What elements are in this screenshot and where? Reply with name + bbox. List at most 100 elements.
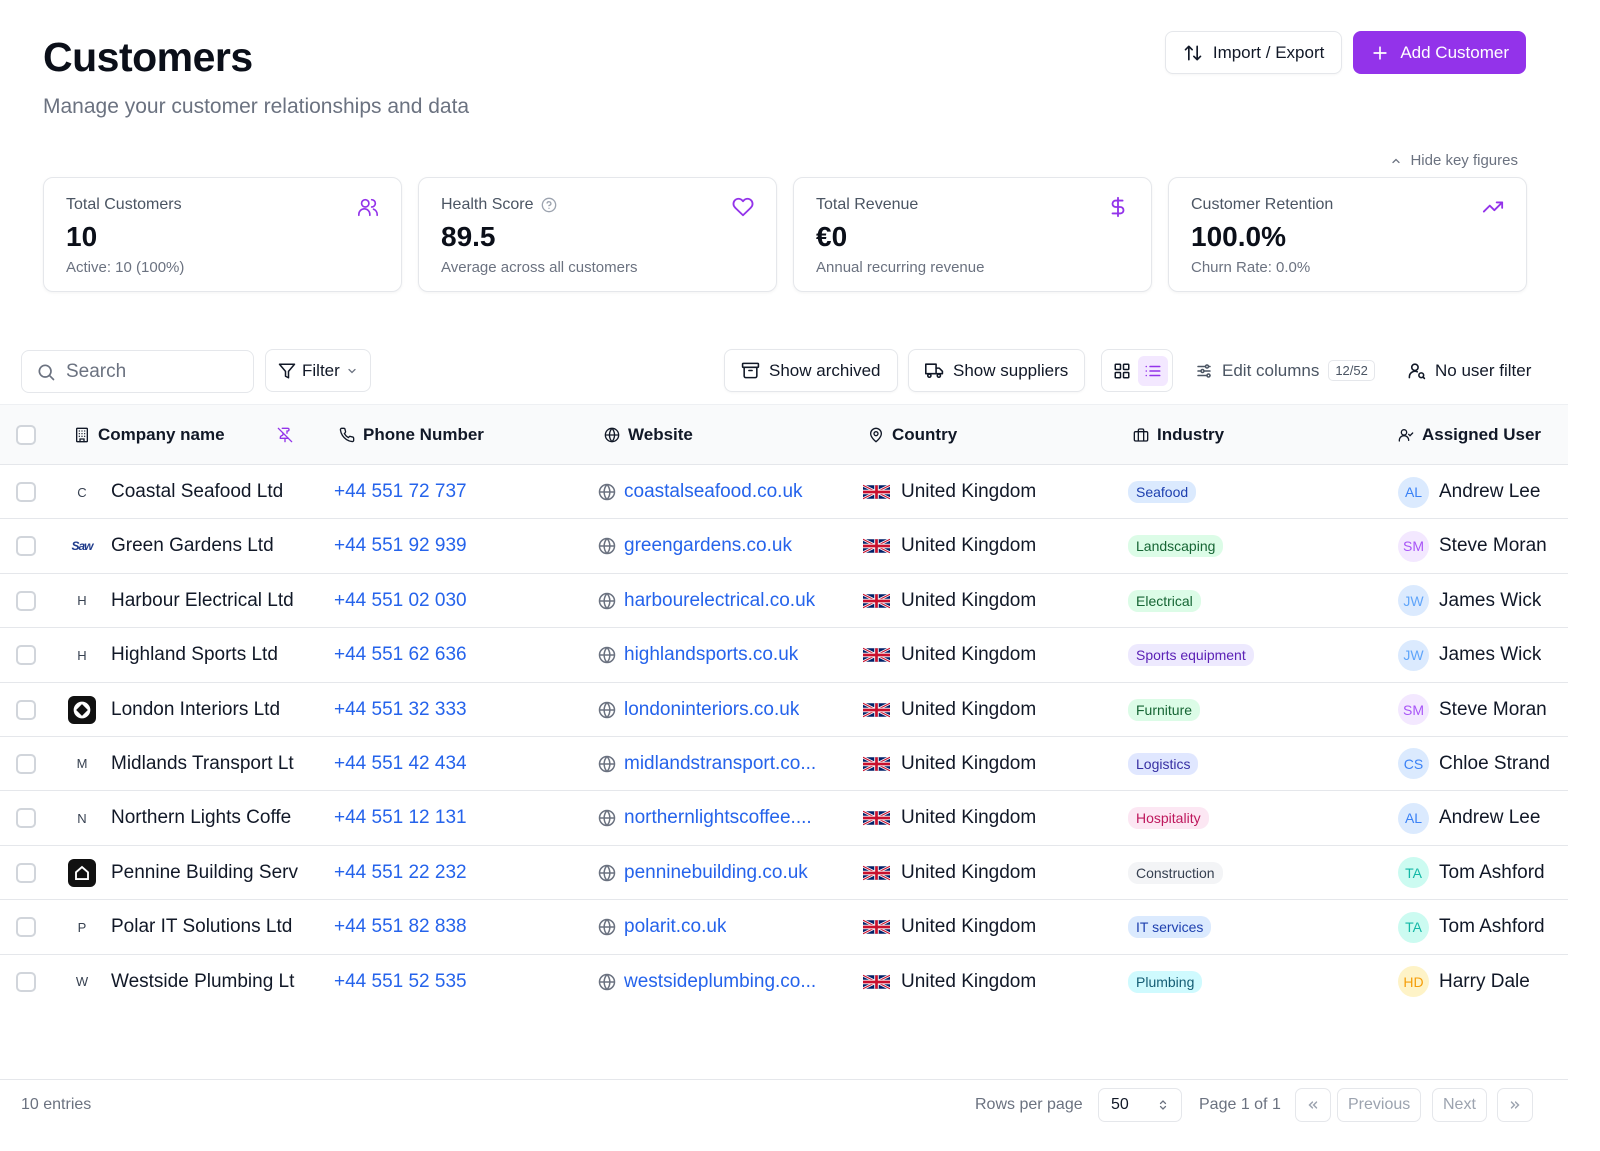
table-row[interactable]: Saw Green Gardens Ltd +44 551 92 939 greeng…	[0, 519, 1568, 574]
website-link[interactable]: greengardens.co.uk	[598, 519, 838, 573]
phone-link[interactable]: +44 551 92 939	[334, 535, 467, 557]
column-header-country[interactable]: Country	[868, 405, 957, 465]
kpi-total-customers: Total Customers 10 Active: 10 (100%)	[43, 177, 402, 292]
row-checkbox[interactable]	[16, 482, 36, 502]
website-text: midlandstransport.co...	[624, 752, 817, 774]
table-row[interactable]: Pennine Building Serv +44 551 22 232 penni…	[0, 846, 1568, 901]
table-row[interactable]: London Interiors Ltd +44 551 32 333 london…	[0, 683, 1568, 737]
show-archived-button[interactable]: Show archived	[724, 349, 898, 392]
company-name[interactable]: Coastal Seafood Ltd	[111, 481, 284, 502]
show-suppliers-button[interactable]: Show suppliers	[908, 349, 1086, 392]
filter-button[interactable]: Filter	[265, 349, 371, 392]
company-name[interactable]: Polar IT Solutions Ltd	[111, 916, 293, 938]
company-name[interactable]: Harbour Electrical Ltd	[111, 589, 294, 611]
next-page-button[interactable]: Next	[1432, 1088, 1487, 1122]
table-row[interactable]: H Highland Sports Ltd +44 551 62 636 highla…	[0, 628, 1568, 683]
unpin-column-button[interactable]	[277, 405, 293, 465]
list-view-button[interactable]	[1137, 355, 1168, 386]
assigned-user-cell[interactable]: AL Andrew Lee	[1398, 465, 1540, 519]
avatar: JW	[1398, 639, 1429, 671]
uk-flag-icon	[863, 864, 890, 881]
table-row[interactable]: M Midlands Transport Lt +44 551 42 434 midl…	[0, 737, 1568, 792]
company-name[interactable]: Pennine Building Serv	[111, 861, 298, 883]
row-checkbox[interactable]	[16, 862, 36, 883]
row-select-cell	[16, 574, 36, 628]
rows-per-page-value: 50	[1111, 1096, 1129, 1113]
uk-flag-icon	[863, 973, 890, 990]
import-export-button[interactable]: Import / Export	[1164, 31, 1343, 74]
assigned-user-cell[interactable]: HD Harry Dale	[1398, 955, 1530, 1009]
column-header-company[interactable]: Company name	[74, 405, 225, 465]
assigned-user-cell[interactable]: SM Steve Moran	[1398, 683, 1547, 737]
first-page-button[interactable]	[1295, 1088, 1331, 1122]
assigned-user-cell[interactable]: TA Tom Ashford	[1398, 900, 1545, 954]
assigned-user-name: James Wick	[1439, 644, 1542, 666]
phone-link[interactable]: +44 551 42 434	[334, 752, 467, 774]
company-name[interactable]: Westside Plumbing Lt	[111, 970, 295, 992]
user-filter-button[interactable]: No user filter	[1407, 349, 1531, 392]
website-link[interactable]: midlandstransport.co...	[598, 737, 838, 791]
row-checkbox[interactable]	[16, 699, 36, 720]
phone-link[interactable]: +44 551 12 131	[334, 807, 467, 829]
phone-link[interactable]: +44 551 62 636	[334, 644, 467, 666]
grid-view-button[interactable]	[1107, 356, 1137, 386]
website-link[interactable]: harbourelectrical.co.uk	[598, 574, 838, 628]
website-link[interactable]: polarit.co.uk	[598, 900, 838, 954]
company-name[interactable]: Midlands Transport Lt	[111, 752, 294, 774]
table-row[interactable]: P Polar IT Solutions Ltd +44 551 82 838 pol…	[0, 900, 1568, 955]
assigned-user-cell[interactable]: JW James Wick	[1398, 574, 1541, 628]
edit-columns-button[interactable]: Edit columns 12/52	[1195, 349, 1375, 392]
website-link[interactable]: highlandsports.co.uk	[598, 628, 838, 682]
phone-link[interactable]: +44 551 22 232	[334, 861, 467, 883]
column-header-label: Company name	[98, 425, 225, 444]
company-logo: C	[68, 465, 96, 519]
row-checkbox[interactable]	[16, 590, 36, 611]
user-filter-label: No user filter	[1435, 360, 1532, 380]
row-checkbox[interactable]	[16, 536, 36, 557]
phone-link[interactable]: +44 551 82 838	[334, 916, 467, 938]
select-all-checkbox[interactable]	[16, 425, 36, 445]
assigned-user-cell[interactable]: JW James Wick	[1398, 628, 1541, 682]
row-checkbox[interactable]	[16, 971, 36, 992]
column-header-phone[interactable]: Phone Number	[339, 405, 484, 465]
row-checkbox[interactable]	[16, 808, 36, 829]
table-row[interactable]: H Harbour Electrical Ltd +44 551 02 030 har…	[0, 574, 1568, 629]
briefcase-icon	[1133, 428, 1149, 442]
company-logo: Saw	[68, 519, 96, 573]
last-page-button[interactable]	[1497, 1088, 1533, 1122]
previous-page-button[interactable]: Previous	[1337, 1088, 1422, 1122]
search-input[interactable]	[66, 360, 226, 383]
phone-link[interactable]: +44 551 32 333	[334, 698, 467, 720]
website-link[interactable]: coastalseafood.co.uk	[598, 465, 838, 519]
table-row[interactable]: W Westside Plumbing Lt +44 551 52 535 wests…	[0, 955, 1568, 1009]
assigned-user-cell[interactable]: AL Andrew Lee	[1398, 791, 1540, 845]
phone-link[interactable]: +44 551 02 030	[334, 589, 467, 611]
phone-link[interactable]: +44 551 72 737	[334, 481, 467, 502]
column-header-assigned-user[interactable]: Assigned User	[1398, 405, 1541, 465]
phone-link[interactable]: +44 551 52 535	[334, 970, 467, 992]
assigned-user-cell[interactable]: CS Chloe Strand	[1398, 737, 1550, 791]
company-name[interactable]: Highland Sports Ltd	[111, 644, 278, 666]
website-link[interactable]: northernlightscoffee....	[598, 791, 838, 845]
table-row[interactable]: N Northern Lights Coffe +44 551 12 131 nort…	[0, 791, 1568, 846]
rows-per-page-select[interactable]: 50	[1098, 1088, 1182, 1122]
assigned-user-name: Andrew Lee	[1439, 807, 1541, 829]
column-header-industry[interactable]: Industry	[1133, 405, 1224, 465]
assigned-user-cell[interactable]: SM Steve Moran	[1398, 519, 1547, 573]
column-header-website[interactable]: Website	[604, 405, 693, 465]
table-row[interactable]: C Coastal Seafood Ltd +44 551 72 737 coasta…	[0, 465, 1568, 520]
add-customer-button[interactable]: Add Customer	[1353, 31, 1526, 74]
assigned-user-cell[interactable]: TA Tom Ashford	[1398, 846, 1545, 900]
company-name[interactable]: London Interiors Ltd	[111, 698, 281, 720]
industry-cell: Landscaping	[1128, 519, 1224, 573]
website-link[interactable]: londoninteriors.co.uk	[598, 683, 838, 737]
row-checkbox[interactable]	[16, 645, 36, 666]
website-link[interactable]: penninebuilding.co.uk	[598, 846, 838, 900]
website-link[interactable]: westsideplumbing.co...	[598, 955, 838, 1009]
hide-key-figures-toggle[interactable]: Hide key figures	[1390, 152, 1518, 169]
row-checkbox[interactable]	[16, 917, 36, 938]
help-circle-icon[interactable]	[541, 197, 557, 213]
row-checkbox[interactable]	[16, 753, 36, 774]
company-name[interactable]: Green Gardens Ltd	[111, 535, 274, 557]
company-name[interactable]: Northern Lights Coffe	[111, 807, 292, 829]
